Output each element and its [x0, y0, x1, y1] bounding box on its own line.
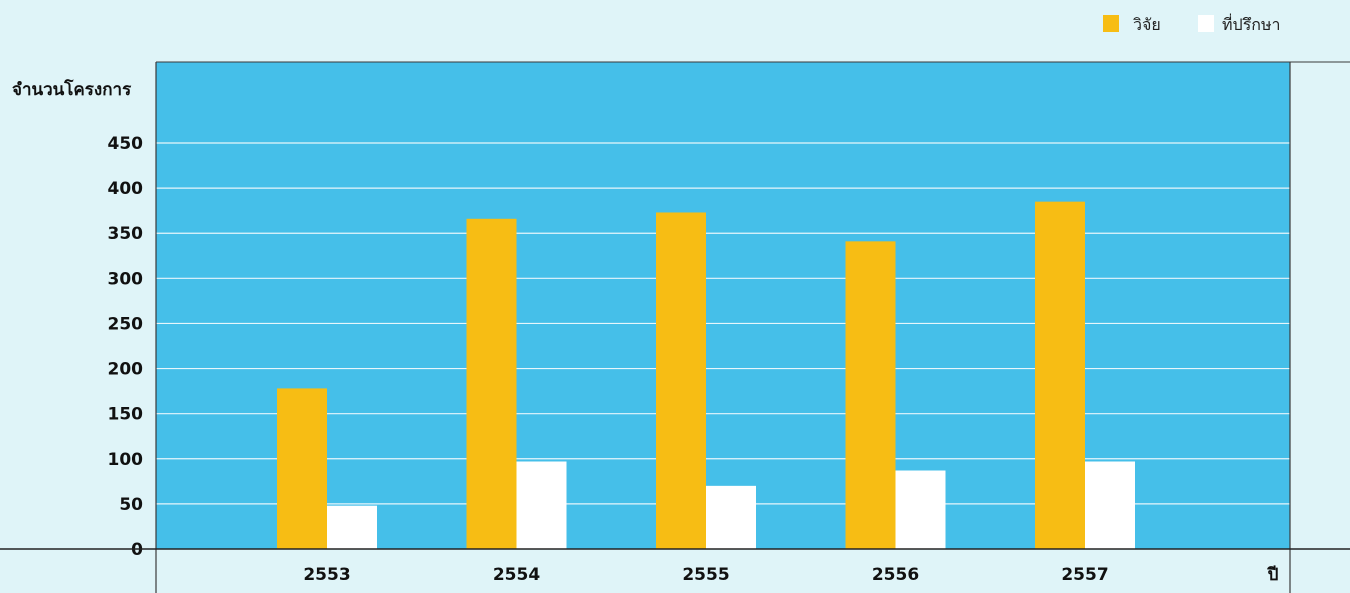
bar-research [466, 218, 517, 549]
y-tick-label: 350 [108, 224, 144, 244]
bar-consulting [516, 461, 567, 549]
legend: วิจัย ที่ปรึกษา [1103, 13, 1281, 34]
y-tick-label: 450 [108, 134, 144, 154]
x-axis-title: ปี [1267, 564, 1279, 585]
bar-research [845, 241, 896, 549]
y-tick-label: 300 [108, 269, 144, 289]
x-tick-label: 2557 [1061, 565, 1108, 585]
x-tick-label: 2553 [303, 565, 350, 585]
bar-consulting [1085, 461, 1135, 549]
x-tick-label: 2556 [872, 565, 919, 585]
x-tick-label: 2554 [493, 565, 540, 585]
y-tick-label: 0 [131, 540, 143, 560]
y-tick-label: 250 [108, 314, 144, 334]
y-tick-label: 400 [108, 179, 144, 199]
gridlines [156, 142, 1290, 505]
bar-consulting [327, 505, 377, 549]
y-axis-title: จำนวนโครงการ [12, 79, 132, 100]
bars [277, 201, 1135, 549]
bar-consulting [895, 470, 946, 549]
y-tick-label: 100 [108, 450, 144, 470]
x-axis-ticks: 2553 2554 2555 2556 2557 [303, 565, 1108, 585]
bar-research [656, 212, 706, 549]
legend-swatch-consulting [1198, 15, 1214, 32]
bar-research [1035, 201, 1085, 549]
bar-consulting [706, 485, 756, 549]
legend-label-consulting: ที่ปรึกษา [1222, 13, 1281, 34]
y-axis-ticks: 0 50 100 150 200 250 300 350 400 450 [108, 134, 144, 560]
y-tick-label: 50 [119, 495, 143, 515]
y-tick-label: 200 [108, 360, 144, 380]
legend-label-research: วิจัย [1133, 15, 1161, 34]
legend-swatch-research [1103, 15, 1119, 32]
y-tick-label: 150 [108, 405, 144, 425]
x-tick-label: 2555 [682, 565, 729, 585]
bar-research [277, 388, 327, 549]
